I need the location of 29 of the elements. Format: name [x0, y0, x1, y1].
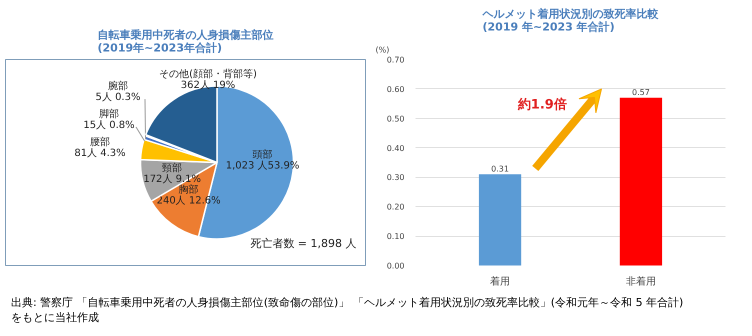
annotation: 約1.9倍 — [516, 96, 567, 112]
y-tick-label: 0.10 — [386, 232, 404, 242]
slice-label: その他(顔部・背部等) — [159, 68, 257, 80]
data-label: 5人 0.3% — [96, 92, 140, 104]
slice-label: 胸部 — [178, 183, 199, 196]
data-label: 0.57 — [632, 88, 650, 97]
y-tick-label: 0.50 — [386, 114, 404, 124]
y-axis-title: (%) — [376, 46, 390, 54]
data-label: 0.31 — [491, 164, 509, 174]
y-tick-label: 0.40 — [386, 144, 404, 153]
x-tick-label: 非着用 — [626, 276, 656, 288]
text: をもとに当社作成 — [11, 311, 99, 324]
slice-label: 腰部 — [90, 136, 110, 148]
slice-label: 頭部 — [252, 148, 273, 160]
text: 死亡者数 = 1,898 人 — [250, 237, 357, 250]
chart-title: 自転車乗用中死者の人身損傷主部位 (2019年~2023年合計) — [98, 28, 274, 54]
y-tick-label: 0.30 — [386, 173, 404, 182]
y-tick-label: 0.00 — [386, 262, 404, 270]
source-note: 出典: 警察庁 「自転車乗用中死者の人身損傷主部位(致命傷の部位)」 「ヘルメット着用状況別の致死率比較」(令和元年～令和 5 年合計) — [11, 296, 684, 309]
data-label: 15人 0.8% — [83, 120, 135, 132]
y-tick-label: 0.60 — [386, 84, 404, 94]
x-tick-label: 着用 — [490, 276, 510, 288]
slice-label: 腕部 — [108, 80, 128, 92]
y-tick-label: 0.70 — [386, 56, 404, 64]
slice-label: 脚部 — [99, 108, 119, 120]
slice-label: 頸部 — [162, 162, 182, 174]
data-label: 81人 4.3% — [74, 148, 126, 159]
y-tick-label: 0.20 — [386, 202, 404, 212]
chart-title: ヘルメット着用状況別の致死率比較 (2019 年~2023 年合計) — [482, 8, 660, 34]
